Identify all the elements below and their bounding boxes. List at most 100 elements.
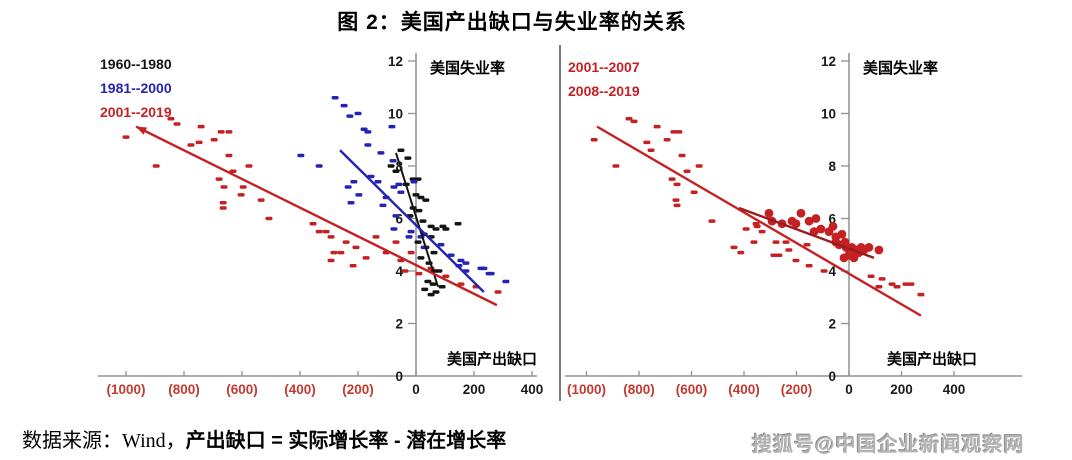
data-point-dash [407, 229, 415, 234]
data-point-dash [485, 271, 493, 276]
data-point-dot [837, 229, 847, 239]
x-tick-label: (600) [676, 382, 708, 397]
data-point-dash [220, 185, 228, 189]
data-point-dash [663, 138, 671, 142]
data-point-dash [392, 240, 400, 244]
data-point-dash [737, 250, 745, 255]
data-point-dash [245, 164, 253, 168]
data-point-dash [344, 185, 352, 189]
data-point-dash [215, 177, 223, 181]
data-point-dot [816, 224, 826, 234]
y-axis-title: 美国失业率 [430, 59, 505, 77]
data-point-dash [430, 250, 438, 255]
data-point-dash [239, 185, 247, 189]
data-point-dash [427, 292, 435, 297]
data-point-dash [875, 285, 883, 289]
data-point-dash [377, 151, 385, 155]
legend-item: 1960--1980 [100, 56, 172, 72]
data-point-dash [390, 227, 398, 231]
data-point-dash [397, 148, 405, 152]
data-point-dot [804, 216, 814, 226]
data-source-text: 数据来源：Wind， [22, 430, 186, 452]
x-tick-label: (800) [168, 382, 200, 397]
data-point-dot [796, 208, 806, 218]
data-point-dash [678, 153, 686, 158]
x-tick-label: (400) [728, 382, 760, 397]
trend-line [738, 206, 875, 260]
data-point-dash [395, 182, 403, 187]
data-point-dash [417, 256, 425, 260]
data-point-dash [364, 143, 372, 147]
x-tick-label: 400 [943, 382, 966, 397]
data-point-dash [630, 119, 638, 124]
left-scatter-plot: (1000)(800)(600)(400)(200)02004000246810… [90, 45, 555, 410]
data-point-dash [355, 193, 363, 197]
data-point-dash [197, 124, 205, 129]
data-point-dash [354, 111, 362, 116]
data-point-dash [435, 269, 443, 273]
data-point-dash [397, 190, 405, 194]
trend-line [339, 149, 485, 293]
watermark-text: 搜狐号@中国企业新闻观察网 [752, 434, 1025, 456]
data-point-dash [388, 124, 396, 129]
scatter-plot-canvas: (1000)(800)(600)(400)(200)02004000246810… [98, 53, 544, 397]
data-point-dash [424, 279, 432, 284]
data-point-dash [195, 140, 203, 145]
data-point-dash [187, 143, 195, 147]
data-point-dash [770, 253, 778, 257]
data-point-dash [315, 164, 323, 168]
data-point-dash [407, 250, 415, 255]
data-point-dash [742, 227, 750, 231]
y-tick-label: 4 [828, 264, 836, 279]
data-point-dash [372, 235, 380, 239]
data-point-dash [229, 169, 237, 173]
data-point-dash [327, 235, 335, 239]
trend-line [395, 152, 439, 288]
data-point-dash [346, 114, 354, 118]
data-point-dash [625, 117, 633, 121]
data-point-dash [390, 185, 398, 189]
data-point-dash [439, 224, 447, 229]
data-point-dash [367, 174, 375, 179]
data-point-dash [494, 290, 502, 294]
data-point-dash [415, 208, 423, 213]
x-tick-label: 400 [521, 382, 544, 397]
data-point-dot [849, 253, 859, 263]
data-point-dash [362, 256, 370, 260]
data-point-dash [792, 258, 800, 263]
right-plot-legend: 2001--2007 2008--2019 [568, 55, 640, 103]
legend-item: 2001--2007 [568, 59, 640, 75]
data-point-dash [653, 124, 661, 129]
data-point-dash [878, 277, 886, 281]
data-point-dash [457, 258, 465, 263]
data-point-dash [421, 287, 429, 292]
data-point-dash [888, 282, 896, 286]
data-point-dash [350, 180, 358, 184]
data-point-dash [782, 240, 790, 244]
data-point-dash [347, 201, 355, 205]
x-tick-label: 200 [890, 382, 913, 397]
trend-line-arrowhead [136, 126, 148, 135]
y-tick-label: 8 [828, 159, 836, 174]
data-point-dash [404, 156, 412, 160]
data-point-dash [708, 219, 716, 223]
y-tick-label: 12 [388, 54, 403, 69]
data-point-dash [432, 227, 440, 231]
data-point-dash [379, 203, 387, 208]
data-point-dash [410, 180, 418, 184]
data-point-dash [429, 282, 437, 286]
data-point-dash [893, 285, 901, 289]
data-point-dash [340, 103, 348, 108]
data-point-dash [438, 285, 446, 289]
x-tick-label: 0 [845, 382, 853, 397]
legend-item: 1981--2000 [100, 80, 172, 96]
data-point-dash [217, 130, 225, 134]
left-plot-legend: 1960--1980 1981--2000 2001--2019 [100, 52, 172, 124]
x-tick-label: (400) [284, 382, 316, 397]
data-point-dash [330, 250, 338, 255]
data-point-dot [864, 242, 874, 252]
data-point-dash [219, 201, 227, 205]
data-point-dash [612, 164, 620, 168]
data-point-dash [152, 164, 160, 168]
